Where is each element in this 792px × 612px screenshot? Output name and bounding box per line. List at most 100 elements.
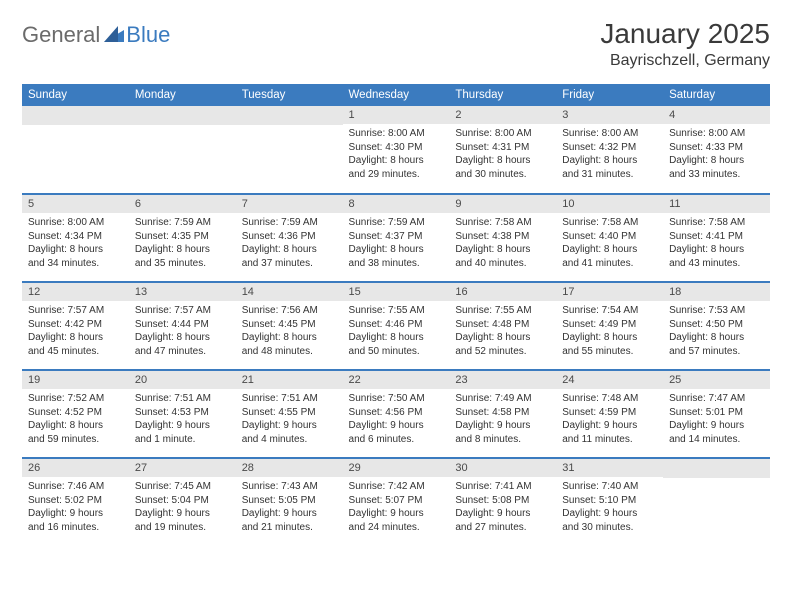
sunset-line: Sunset: 4:34 PM [28, 230, 123, 244]
daylight-line-1: Daylight: 8 hours [349, 243, 444, 257]
calendar-day-cell: 17Sunrise: 7:54 AMSunset: 4:49 PMDayligh… [556, 282, 663, 370]
sunset-line: Sunset: 4:45 PM [242, 318, 337, 332]
weekday-header: Friday [556, 84, 663, 106]
sunrise-line: Sunrise: 7:52 AM [28, 392, 123, 406]
sunrise-line: Sunrise: 8:00 AM [669, 127, 764, 141]
day-content: Sunrise: 7:48 AMSunset: 4:59 PMDaylight:… [556, 389, 663, 450]
daylight-line-2: and 14 minutes. [669, 433, 764, 447]
daylight-line-1: Daylight: 8 hours [669, 154, 764, 168]
calendar-day-cell: 31Sunrise: 7:40 AMSunset: 5:10 PMDayligh… [556, 458, 663, 546]
calendar-day-cell: 9Sunrise: 7:58 AMSunset: 4:38 PMDaylight… [449, 194, 556, 282]
day-content: Sunrise: 7:59 AMSunset: 4:37 PMDaylight:… [343, 213, 450, 274]
logo: General Blue [22, 22, 170, 48]
day-content: Sunrise: 7:42 AMSunset: 5:07 PMDaylight:… [343, 477, 450, 538]
sunset-line: Sunset: 4:31 PM [455, 141, 550, 155]
daylight-line-1: Daylight: 8 hours [562, 331, 657, 345]
daylight-line-2: and 24 minutes. [349, 521, 444, 535]
sunrise-line: Sunrise: 7:58 AM [455, 216, 550, 230]
day-number: 28 [236, 459, 343, 477]
calendar-day-cell [236, 106, 343, 194]
logo-mark-icon [104, 24, 124, 47]
sunset-line: Sunset: 4:32 PM [562, 141, 657, 155]
daylight-line-1: Daylight: 8 hours [455, 154, 550, 168]
daylight-line-1: Daylight: 9 hours [562, 419, 657, 433]
daylight-line-1: Daylight: 9 hours [562, 507, 657, 521]
sunrise-line: Sunrise: 7:48 AM [562, 392, 657, 406]
calendar-day-cell: 10Sunrise: 7:58 AMSunset: 4:40 PMDayligh… [556, 194, 663, 282]
sunrise-line: Sunrise: 7:50 AM [349, 392, 444, 406]
daylight-line-2: and 31 minutes. [562, 168, 657, 182]
day-content: Sunrise: 8:00 AMSunset: 4:33 PMDaylight:… [663, 124, 770, 185]
daylight-line-2: and 41 minutes. [562, 257, 657, 271]
day-content: Sunrise: 8:00 AMSunset: 4:32 PMDaylight:… [556, 124, 663, 185]
daylight-line-1: Daylight: 9 hours [349, 507, 444, 521]
day-content: Sunrise: 7:58 AMSunset: 4:40 PMDaylight:… [556, 213, 663, 274]
daylight-line-1: Daylight: 8 hours [28, 419, 123, 433]
daylight-line-1: Daylight: 8 hours [135, 243, 230, 257]
day-content: Sunrise: 7:58 AMSunset: 4:38 PMDaylight:… [449, 213, 556, 274]
calendar-day-cell: 25Sunrise: 7:47 AMSunset: 5:01 PMDayligh… [663, 370, 770, 458]
day-number: 27 [129, 459, 236, 477]
sunset-line: Sunset: 5:05 PM [242, 494, 337, 508]
day-number: 15 [343, 283, 450, 301]
daylight-line-2: and 59 minutes. [28, 433, 123, 447]
calendar-day-cell: 2Sunrise: 8:00 AMSunset: 4:31 PMDaylight… [449, 106, 556, 194]
sunset-line: Sunset: 4:35 PM [135, 230, 230, 244]
day-number: 31 [556, 459, 663, 477]
sunset-line: Sunset: 4:40 PM [562, 230, 657, 244]
daylight-line-2: and 35 minutes. [135, 257, 230, 271]
day-number: 14 [236, 283, 343, 301]
day-content: Sunrise: 7:51 AMSunset: 4:53 PMDaylight:… [129, 389, 236, 450]
day-content: Sunrise: 7:57 AMSunset: 4:42 PMDaylight:… [22, 301, 129, 362]
day-number: 3 [556, 106, 663, 124]
calendar-day-cell: 6Sunrise: 7:59 AMSunset: 4:35 PMDaylight… [129, 194, 236, 282]
daylight-line-1: Daylight: 8 hours [669, 243, 764, 257]
calendar-day-cell: 24Sunrise: 7:48 AMSunset: 4:59 PMDayligh… [556, 370, 663, 458]
day-number: 7 [236, 195, 343, 213]
calendar-day-cell: 26Sunrise: 7:46 AMSunset: 5:02 PMDayligh… [22, 458, 129, 546]
sunset-line: Sunset: 4:42 PM [28, 318, 123, 332]
calendar-day-cell: 22Sunrise: 7:50 AMSunset: 4:56 PMDayligh… [343, 370, 450, 458]
sunrise-line: Sunrise: 8:00 AM [455, 127, 550, 141]
sunset-line: Sunset: 4:59 PM [562, 406, 657, 420]
weekday-header: Thursday [449, 84, 556, 106]
calendar-day-cell: 18Sunrise: 7:53 AMSunset: 4:50 PMDayligh… [663, 282, 770, 370]
day-number: 12 [22, 283, 129, 301]
sunrise-line: Sunrise: 7:51 AM [242, 392, 337, 406]
day-number: 11 [663, 195, 770, 213]
sunrise-line: Sunrise: 8:00 AM [28, 216, 123, 230]
sunset-line: Sunset: 4:33 PM [669, 141, 764, 155]
header: General Blue January 2025 Bayrischzell, … [22, 18, 770, 70]
sunrise-line: Sunrise: 7:55 AM [455, 304, 550, 318]
daylight-line-2: and 27 minutes. [455, 521, 550, 535]
sunset-line: Sunset: 4:38 PM [455, 230, 550, 244]
sunrise-line: Sunrise: 7:59 AM [349, 216, 444, 230]
sunrise-line: Sunrise: 7:41 AM [455, 480, 550, 494]
sunrise-line: Sunrise: 7:49 AM [455, 392, 550, 406]
day-number: 1 [343, 106, 450, 124]
calendar-week-row: 1Sunrise: 8:00 AMSunset: 4:30 PMDaylight… [22, 106, 770, 194]
logo-text-blue: Blue [126, 22, 170, 48]
empty-daynum [129, 106, 236, 125]
calendar-table: Sunday Monday Tuesday Wednesday Thursday… [22, 84, 770, 546]
day-content: Sunrise: 7:50 AMSunset: 4:56 PMDaylight:… [343, 389, 450, 450]
daylight-line-2: and 37 minutes. [242, 257, 337, 271]
sunrise-line: Sunrise: 7:59 AM [135, 216, 230, 230]
sunrise-line: Sunrise: 7:56 AM [242, 304, 337, 318]
daylight-line-1: Daylight: 9 hours [455, 419, 550, 433]
calendar-day-cell: 8Sunrise: 7:59 AMSunset: 4:37 PMDaylight… [343, 194, 450, 282]
daylight-line-1: Daylight: 9 hours [455, 507, 550, 521]
sunset-line: Sunset: 4:48 PM [455, 318, 550, 332]
day-content: Sunrise: 8:00 AMSunset: 4:30 PMDaylight:… [343, 124, 450, 185]
sunrise-line: Sunrise: 7:42 AM [349, 480, 444, 494]
day-content: Sunrise: 7:54 AMSunset: 4:49 PMDaylight:… [556, 301, 663, 362]
daylight-line-1: Daylight: 9 hours [135, 419, 230, 433]
sunset-line: Sunset: 5:01 PM [669, 406, 764, 420]
day-number: 9 [449, 195, 556, 213]
day-number: 17 [556, 283, 663, 301]
day-number: 13 [129, 283, 236, 301]
day-content: Sunrise: 8:00 AMSunset: 4:34 PMDaylight:… [22, 213, 129, 274]
daylight-line-1: Daylight: 9 hours [242, 419, 337, 433]
weekday-header: Wednesday [343, 84, 450, 106]
sunrise-line: Sunrise: 7:57 AM [135, 304, 230, 318]
